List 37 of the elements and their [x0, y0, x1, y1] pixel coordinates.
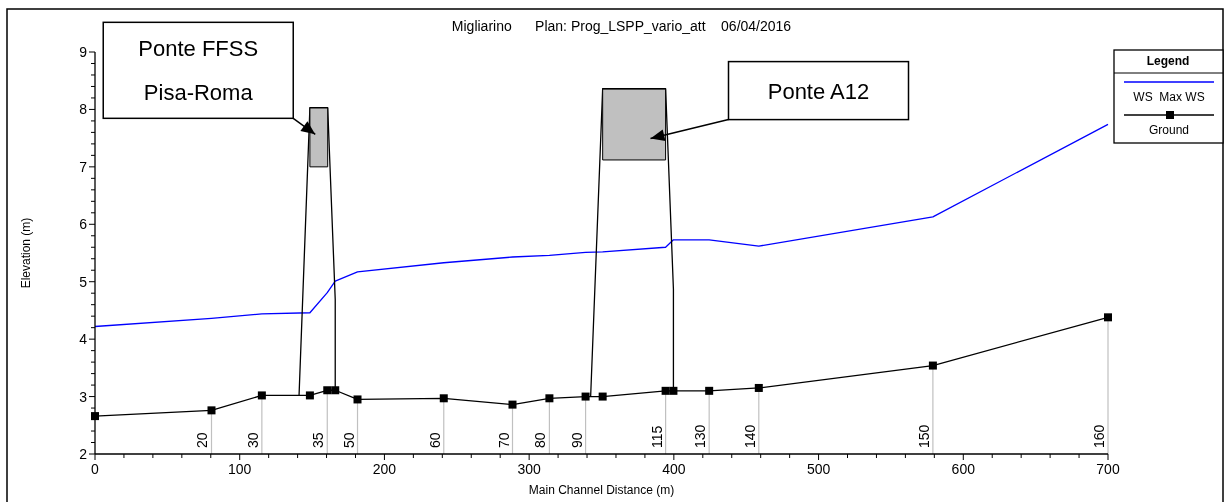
y-tick-label: 3 [79, 388, 88, 405]
y-tick-label: 7 [79, 158, 88, 175]
y-tick-label: 9 [79, 44, 88, 60]
y-tick-label: 6 [79, 216, 88, 233]
annotation: 160 [1091, 424, 1107, 448]
x-tick-label: 100 [228, 461, 252, 477]
annotation: 35 [310, 432, 327, 448]
x-tick-label: 0 [91, 461, 100, 477]
annotation: 70 [495, 432, 512, 448]
x-tick-label: 700 [1096, 461, 1120, 477]
annotation: 30 [244, 432, 261, 448]
annotation: 50 [340, 432, 357, 448]
x-tick-label: 600 [951, 461, 976, 477]
y-axis-title: Elevation (m) [19, 217, 33, 289]
x-axis-title: Main Channel Distance (m) [528, 483, 675, 497]
legend-label: Ground [1148, 123, 1190, 137]
annotation: Ponte A12 [767, 78, 870, 104]
annotation: 60 [426, 432, 443, 448]
x-tick-label: 500 [806, 461, 831, 477]
text: WS Max WS [1133, 90, 1205, 104]
y-tick-label: 8 [79, 101, 88, 118]
annotation: 140 [741, 424, 758, 448]
x-tick-label: 200 [372, 461, 397, 477]
annotation: 20 [194, 432, 211, 448]
annotation: 90 [568, 432, 585, 448]
x-tick-label: 300 [517, 461, 542, 477]
x-tick-label: 400 [662, 461, 686, 477]
y-tick-label: 5 [79, 273, 88, 290]
y-tick-label: 4 [79, 331, 88, 348]
annotation: Ponte FFSS Pisa-Roma [138, 36, 259, 106]
annotation: 80 [532, 432, 549, 448]
y-tick-label: 2 [79, 446, 88, 462]
chart-title: Migliarino Plan: Prog_LSPP_vario_att 06/04/2016 [451, 18, 792, 34]
legend-title: Legend [1146, 54, 1190, 68]
annotation: 150 [915, 424, 932, 448]
annotation: 130 [692, 424, 709, 448]
annotation: 115 [648, 425, 665, 448]
